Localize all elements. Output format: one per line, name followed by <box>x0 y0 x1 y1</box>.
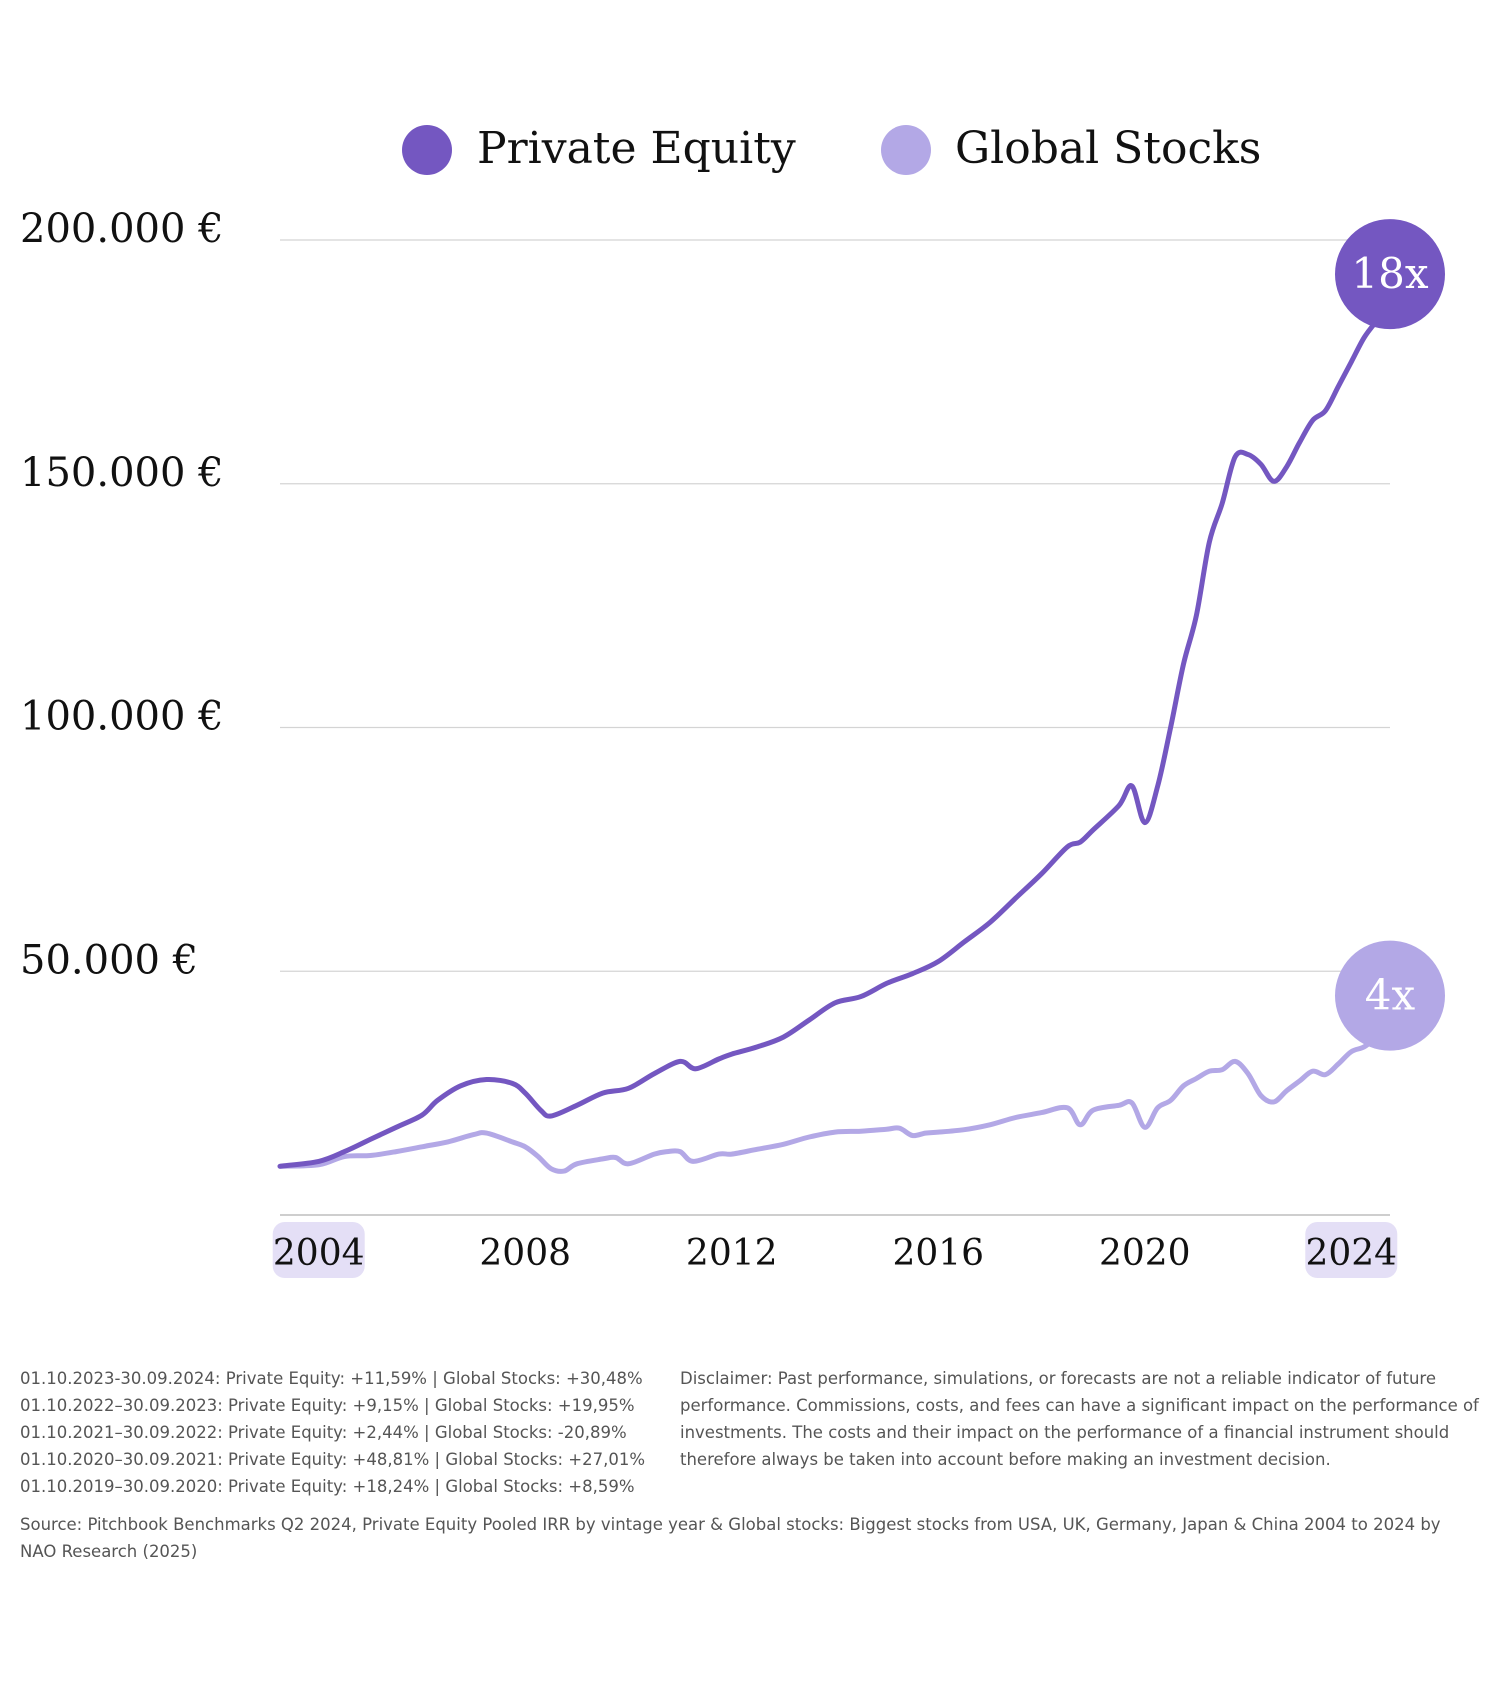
x-tick-label: 2004 <box>273 1233 365 1274</box>
y-tick-label: 50.000 € <box>20 937 198 983</box>
x-tick-label: 2024 <box>1305 1233 1397 1274</box>
y-tick-label: 100.000 € <box>20 694 224 740</box>
legend-marker-private-equity <box>402 125 452 175</box>
returns-line: 01.10.2021–30.09.2022: Private Equity: +… <box>20 1423 627 1442</box>
legend: Private Equity Global Stocks <box>402 123 1261 175</box>
axes: 50.000 € 100.000 € 150.000 € 200.000 € 2004 2… <box>20 206 1398 1278</box>
disclaimer-text: Disclaimer: Past performance, simulation… <box>680 1369 1479 1469</box>
returns-line: 01.10.2022–30.09.2023: Private Equity: +… <box>20 1396 635 1415</box>
legend-label-private-equity: Private Equity <box>477 123 796 174</box>
line-chart: Private Equity Global Stocks 50.000 € 100… <box>20 123 1445 1278</box>
x-tick-label: 2020 <box>1099 1233 1191 1274</box>
legend-marker-global-stocks <box>881 125 931 175</box>
returns-line: 01.10.2023-30.09.2024: Private Equity: +… <box>20 1369 643 1388</box>
x-tick-label: 2016 <box>892 1233 984 1274</box>
source-text: Source: Pitchbook Benchmarks Q2 2024, Pr… <box>20 1515 1441 1561</box>
legend-label-global-stocks: Global Stocks <box>955 123 1261 174</box>
returns-line: 01.10.2019–30.09.2020: Private Equity: +… <box>20 1477 635 1496</box>
x-tick-highlight <box>1305 1222 1398 1278</box>
x-tick-label: 2008 <box>479 1233 571 1274</box>
badge-label-global-stocks: 4x <box>1365 971 1416 1020</box>
badges: 18x 4x <box>1335 219 1445 1051</box>
returns-list: 01.10.2023-30.09.2024: Private Equity: +… <box>20 1365 680 1500</box>
x-tick-highlight <box>272 1222 365 1278</box>
series-line-global-stocks <box>277 1034 1380 1174</box>
badge-label-private-equity: 18x <box>1351 249 1428 298</box>
series <box>277 317 1380 1174</box>
series-line-private-equity <box>277 317 1380 1169</box>
badge-circle-private-equity <box>1335 219 1445 330</box>
returns-line: 01.10.2020–30.09.2021: Private Equity: +… <box>20 1450 646 1469</box>
y-tick-label: 150.000 € <box>20 450 224 496</box>
y-tick-label: 200.000 € <box>20 206 224 252</box>
footnotes: 01.10.2023-30.09.2024: Private Equity: +… <box>20 1365 1480 1565</box>
badge-circle-global-stocks <box>1335 940 1445 1051</box>
x-tick-label: 2012 <box>686 1233 778 1274</box>
grid <box>280 239 1390 972</box>
